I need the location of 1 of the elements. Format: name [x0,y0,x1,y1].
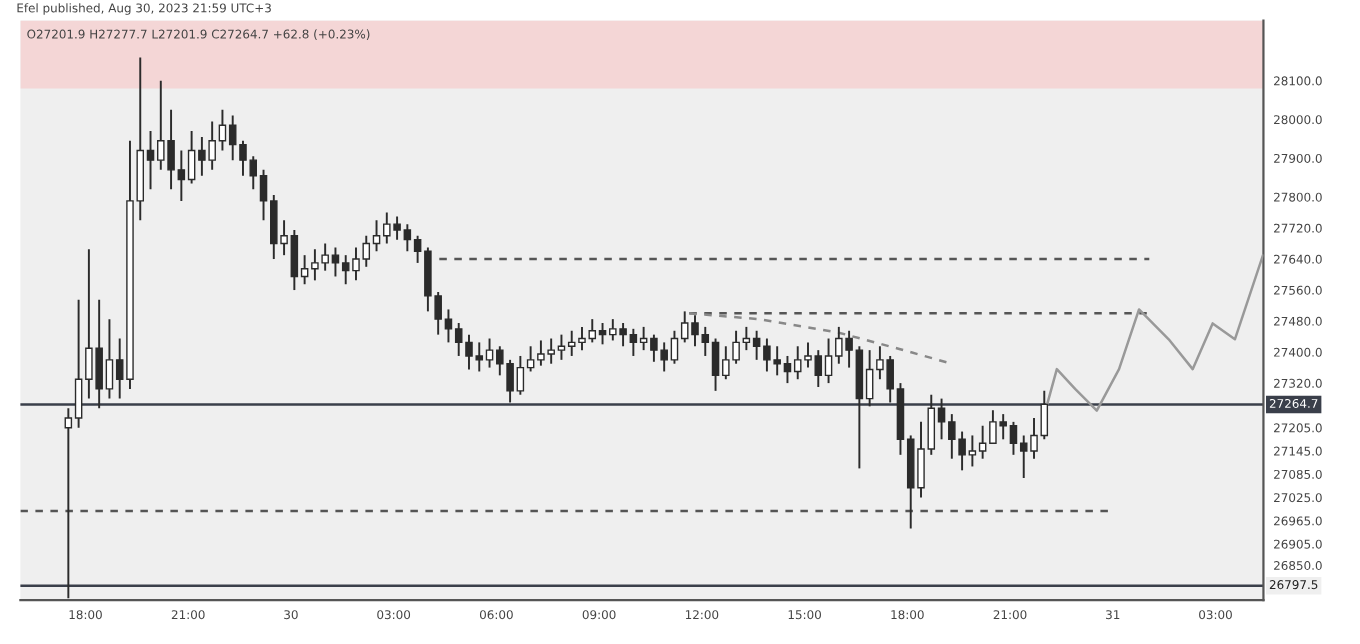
line-series [688,312,951,365]
